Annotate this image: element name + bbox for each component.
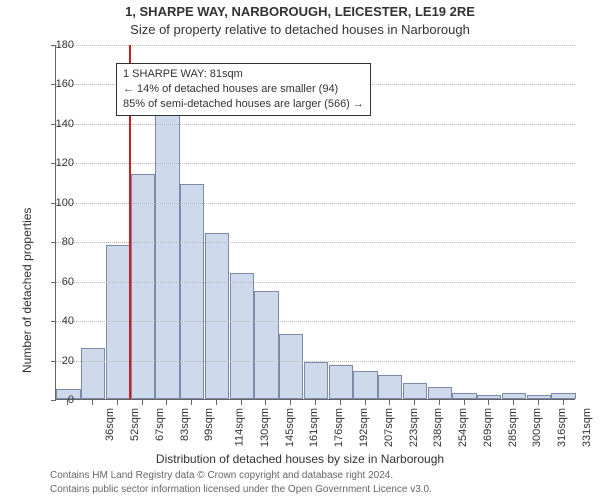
gridline xyxy=(56,163,575,164)
annotation-line-2: ← 14% of detached houses are smaller (94… xyxy=(123,82,364,97)
xtick-label: 285sqm xyxy=(507,408,519,447)
xtick xyxy=(538,400,539,405)
xtick xyxy=(389,400,390,405)
footer: Contains HM Land Registry data © Crown c… xyxy=(50,469,432,496)
xtick xyxy=(290,400,291,405)
xtick xyxy=(142,400,143,405)
page-subtitle: Size of property relative to detached ho… xyxy=(0,22,600,37)
ytick-label: 180 xyxy=(44,39,74,51)
bar xyxy=(527,395,551,399)
xtick-label: 52sqm xyxy=(129,408,141,441)
xtick xyxy=(216,400,217,405)
xtick-label: 114sqm xyxy=(234,408,246,446)
xtick-label: 99sqm xyxy=(203,408,215,441)
xtick-label: 223sqm xyxy=(408,408,420,447)
xtick xyxy=(563,400,564,405)
xtick-label: 145sqm xyxy=(284,408,296,447)
xtick xyxy=(117,400,118,405)
footer-line-2: Contains public sector information licen… xyxy=(50,483,432,497)
plot-area: 1 SHARPE WAY: 81sqm ← 14% of detached ho… xyxy=(55,45,575,400)
xtick xyxy=(365,400,366,405)
xtick-label: 269sqm xyxy=(482,408,494,447)
annotation-line-1: 1 SHARPE WAY: 81sqm xyxy=(123,67,364,82)
ytick-label: 100 xyxy=(44,197,74,209)
gridline xyxy=(56,321,575,322)
x-axis-label: Distribution of detached houses by size … xyxy=(0,452,600,466)
xtick-label: 238sqm xyxy=(432,408,444,447)
xtick xyxy=(166,400,167,405)
xtick xyxy=(340,400,341,405)
ytick-label: 0 xyxy=(44,394,74,406)
bar xyxy=(81,348,105,399)
xtick-label: 130sqm xyxy=(259,408,271,447)
bar xyxy=(403,383,427,399)
xtick xyxy=(241,400,242,405)
ytick-label: 80 xyxy=(44,236,74,248)
gridline xyxy=(56,282,575,283)
ytick-label: 160 xyxy=(44,78,74,90)
bar xyxy=(329,365,353,399)
bar xyxy=(353,371,377,399)
xtick xyxy=(265,400,266,405)
bar xyxy=(155,113,179,399)
xtick xyxy=(513,400,514,405)
xtick-label: 83sqm xyxy=(179,408,191,441)
xtick-label: 36sqm xyxy=(104,408,116,441)
ytick-label: 20 xyxy=(44,355,74,367)
xtick-label: 161sqm xyxy=(309,408,321,447)
xtick-label: 300sqm xyxy=(531,408,543,447)
bar xyxy=(279,334,303,399)
xtick xyxy=(92,400,93,405)
bar xyxy=(230,273,254,399)
ytick-label: 60 xyxy=(44,276,74,288)
bar xyxy=(131,174,155,399)
xtick xyxy=(488,400,489,405)
annotation-box: 1 SHARPE WAY: 81sqm ← 14% of detached ho… xyxy=(116,63,371,116)
gridline xyxy=(56,124,575,125)
xtick-label: 331sqm xyxy=(581,408,593,447)
xtick-label: 316sqm xyxy=(556,408,568,447)
ytick-label: 40 xyxy=(44,315,74,327)
bar xyxy=(428,387,452,399)
bar xyxy=(205,233,229,399)
bar xyxy=(378,375,402,399)
page-title: 1, SHARPE WAY, NARBOROUGH, LEICESTER, LE… xyxy=(0,4,600,19)
gridline xyxy=(56,242,575,243)
xtick xyxy=(439,400,440,405)
xtick xyxy=(191,400,192,405)
annotation-line-3: 85% of semi-detached houses are larger (… xyxy=(123,97,364,112)
xtick xyxy=(67,400,68,405)
bar xyxy=(180,184,204,399)
ytick-label: 120 xyxy=(44,157,74,169)
gridline xyxy=(56,361,575,362)
gridline xyxy=(56,203,575,204)
xtick-label: 254sqm xyxy=(457,408,469,447)
y-axis-label: Number of detached properties xyxy=(20,208,34,373)
bar xyxy=(304,362,328,399)
xtick-label: 176sqm xyxy=(333,408,345,447)
gridline xyxy=(56,45,575,46)
bar xyxy=(254,291,278,399)
bar xyxy=(477,395,501,399)
xtick-label: 207sqm xyxy=(383,408,395,447)
ytick-label: 140 xyxy=(44,118,74,130)
footer-line-1: Contains HM Land Registry data © Crown c… xyxy=(50,469,432,483)
xtick-label: 192sqm xyxy=(358,408,370,447)
bar xyxy=(551,393,575,399)
xtick-label: 67sqm xyxy=(154,408,166,441)
bar xyxy=(452,393,476,399)
bar xyxy=(502,393,526,399)
xtick xyxy=(315,400,316,405)
xtick xyxy=(414,400,415,405)
xtick xyxy=(464,400,465,405)
